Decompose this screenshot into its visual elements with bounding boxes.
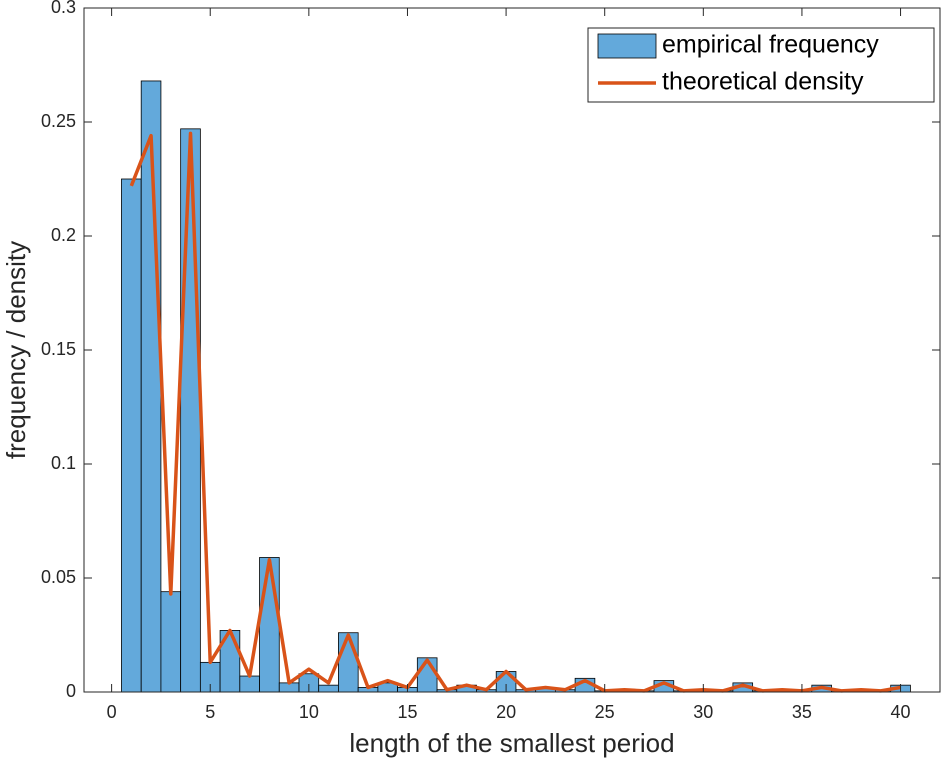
legend-label: empirical frequency	[662, 31, 879, 59]
x-tick-label: 35	[792, 702, 812, 722]
y-tick-label: 0.05	[41, 567, 76, 587]
x-tick-label: 30	[693, 702, 713, 722]
x-tick-label: 5	[205, 702, 215, 722]
x-tick-label: 25	[595, 702, 615, 722]
y-axis-label: frequency / density	[1, 241, 31, 459]
line	[129, 131, 901, 693]
bar	[318, 684, 339, 693]
x-tick-label: 40	[891, 702, 911, 722]
y-tick-label: 0.15	[41, 339, 76, 359]
y-tick-label: 0.1	[51, 453, 76, 473]
bar	[160, 591, 182, 693]
legend-swatch	[597, 33, 657, 59]
x-tick-label: 10	[299, 702, 319, 722]
legend-label: theoretical density	[662, 68, 864, 96]
bar	[259, 557, 280, 693]
x-tick-label: 20	[496, 702, 516, 722]
bar	[121, 178, 142, 693]
plot-frame	[83, 7, 941, 693]
x-axis-label: length of the smallest period	[349, 728, 674, 758]
x-tick-label: 0	[107, 702, 117, 722]
bar	[180, 128, 201, 693]
bar	[338, 632, 359, 693]
x-tick-label: 15	[397, 702, 417, 722]
bar	[239, 675, 260, 693]
y-tick-label: 0.25	[41, 111, 76, 131]
y-tick-label: 0	[66, 681, 76, 701]
y-tick-label: 0.2	[51, 225, 76, 245]
y-tick-label: 0.3	[51, 0, 76, 17]
